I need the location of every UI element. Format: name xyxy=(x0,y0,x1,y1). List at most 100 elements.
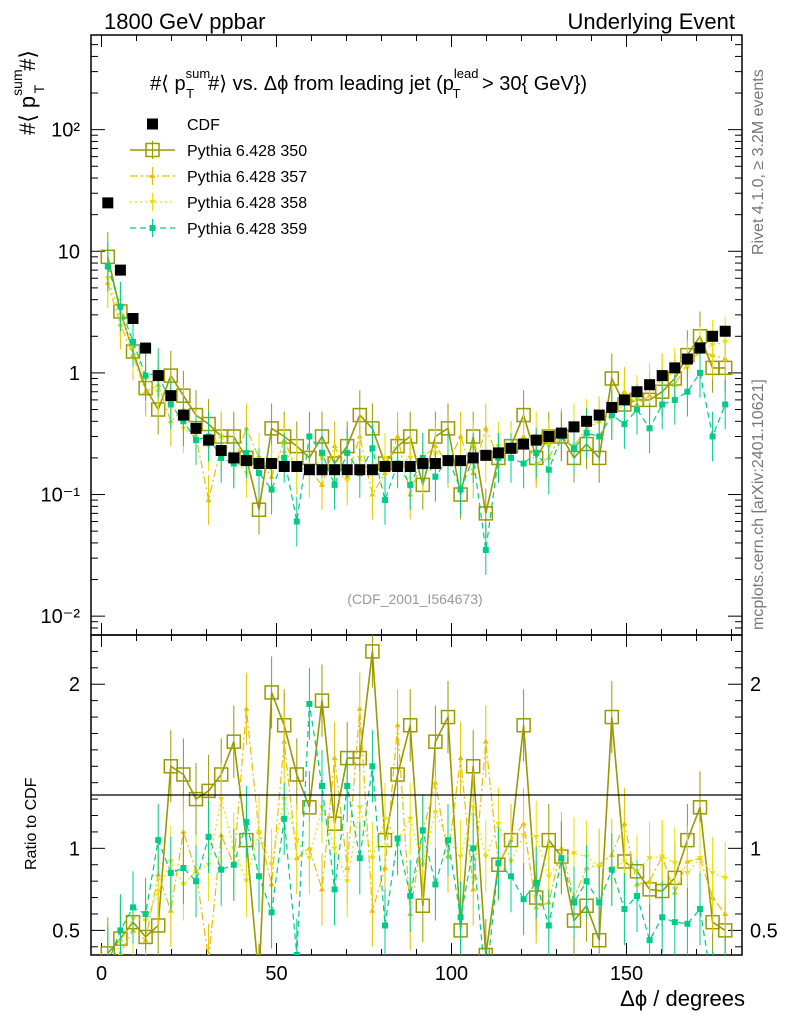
legend-label-pythia-6-428-357: Pythia 6.428 357 xyxy=(187,169,307,186)
data-point-pythia-6-428-359 xyxy=(709,433,716,440)
data-point-cdf xyxy=(644,379,656,391)
data-point-pythia-6-428-358 xyxy=(382,455,388,461)
ratio-point-pythia-6-428-359 xyxy=(483,982,489,988)
ratio-point-pythia-6-428-359 xyxy=(193,878,199,885)
data-point-cdf xyxy=(114,264,126,276)
ratio-point-pythia-6-428-359 xyxy=(268,909,275,916)
ratio-point-pythia-6-428-358 xyxy=(646,856,653,862)
ratio-point-pythia-6-428-359 xyxy=(394,835,401,842)
data-point-cdf xyxy=(455,455,467,467)
ratio-point-pythia-6-428-359 xyxy=(230,861,237,868)
y-tick-label: 10⁻² xyxy=(41,606,81,628)
ratio-point-pythia-6-428-358 xyxy=(432,810,439,816)
ratio-point-pythia-6-428-358 xyxy=(256,829,262,835)
ratio-point-pythia-6-428-359 xyxy=(634,892,640,899)
ratio-point-pythia-6-428-357 xyxy=(243,705,250,711)
ratio-tick-label-right: 2 xyxy=(750,674,761,696)
data-point-cdf xyxy=(177,409,189,421)
legend-label-pythia-6-428-359: Pythia 6.428 359 xyxy=(187,221,307,238)
y-tick-label: 10 xyxy=(58,241,80,263)
data-point-cdf xyxy=(165,390,177,402)
data-point-cdf xyxy=(140,342,152,354)
data-point-pythia-6-428-359 xyxy=(545,466,552,473)
data-point-pythia-6-428-359 xyxy=(293,518,300,525)
ratio-point-pythia-6-428-358 xyxy=(344,879,351,885)
ratio-point-pythia-6-428-359 xyxy=(117,927,124,934)
ratio-point-pythia-6-428-358 xyxy=(722,875,729,881)
legend-label-pythia-6-428-350: Pythia 6.428 350 xyxy=(187,143,307,160)
ratio-point-pythia-6-428-357 xyxy=(281,738,288,744)
data-point-cdf xyxy=(127,313,139,325)
data-point-cdf xyxy=(593,409,605,421)
ratio-point-pythia-6-428-357 xyxy=(457,755,464,761)
ratio-line-pythia-6-428-357 xyxy=(118,708,726,955)
ylabel-sup: sum xyxy=(9,69,25,95)
ratio-point-pythia-6-428-359 xyxy=(646,937,653,944)
axis-ticks xyxy=(91,34,742,955)
data-point-cdf xyxy=(656,370,668,382)
ratio-point-pythia-6-428-350 xyxy=(253,973,266,986)
data-point-cdf xyxy=(694,342,706,354)
data-point-pythia-6-428-359 xyxy=(659,401,666,408)
data-point-cdf xyxy=(543,430,555,442)
series-line-pythia-6-428-358 xyxy=(107,278,726,482)
ratio-point-pythia-6-428-359 xyxy=(180,865,187,872)
data-point-cdf xyxy=(442,455,454,467)
data-point-pythia-6-428-359 xyxy=(104,263,111,270)
data-point-pythia-6-428-359 xyxy=(583,430,590,437)
data-point-pythia-6-428-359 xyxy=(230,460,237,467)
data-point-pythia-6-428-359 xyxy=(167,401,174,408)
data-point-pythia-6-428-359 xyxy=(344,449,351,456)
ratio-point-pythia-6-428-358 xyxy=(659,854,666,860)
ratio-point-pythia-6-428-358 xyxy=(356,805,363,811)
ratio-point-pythia-6-428-357 xyxy=(369,907,376,913)
ratio-point-pythia-6-428-358 xyxy=(218,797,225,803)
ratio-point-pythia-6-428-358 xyxy=(155,889,162,894)
ratio-point-pythia-6-428-358 xyxy=(382,816,388,822)
data-point-cdf xyxy=(291,461,303,473)
ratio-point-pythia-6-428-357 xyxy=(394,722,401,728)
ratio-point-pythia-6-428-357 xyxy=(470,886,477,892)
ratio-point-pythia-6-428-357 xyxy=(167,907,174,913)
data-point-cdf xyxy=(417,457,429,469)
title-sup-sum: sum xyxy=(186,66,211,81)
data-point-cdf xyxy=(404,461,416,473)
data-point-cdf xyxy=(215,445,227,457)
ratio-point-pythia-6-428-359 xyxy=(130,904,136,911)
data-point-cdf xyxy=(190,422,202,434)
y-tick-label: 1 xyxy=(69,363,80,385)
ratio-point-pythia-6-428-359 xyxy=(281,815,288,822)
ratio-point-pythia-6-428-359 xyxy=(369,763,376,770)
ratio-point-pythia-6-428-350 xyxy=(176,767,191,782)
ratio-point-pythia-6-428-357 xyxy=(331,755,338,761)
data-point-pythia-6-428-359 xyxy=(306,433,313,440)
ratio-point-pythia-6-428-359 xyxy=(407,892,414,899)
ratio-point-pythia-6-428-357 xyxy=(206,957,212,962)
ratio-point-pythia-6-428-359 xyxy=(659,914,666,921)
ylabel-pre: #⟨ p xyxy=(15,96,40,135)
x-tick-label: 50 xyxy=(265,963,287,985)
data-point-cdf xyxy=(429,457,441,469)
ratio-point-pythia-6-428-359 xyxy=(621,906,628,913)
ratio-point-pythia-6-428-358 xyxy=(369,856,376,862)
data-point-pythia-6-428-359 xyxy=(382,497,388,504)
ratio-point-pythia-6-428-359 xyxy=(495,860,502,867)
ratio-point-pythia-6-428-359 xyxy=(331,886,338,893)
data-point-cdf xyxy=(266,457,278,469)
data-point-pythia-6-428-357 xyxy=(457,433,464,439)
data-point-cdf xyxy=(379,461,391,473)
ratio-point-pythia-6-428-359 xyxy=(218,866,225,873)
header-right: Underlying Event xyxy=(567,9,735,34)
data-point-pythia-6-428-359 xyxy=(671,396,678,403)
ratio-point-pythia-6-428-359 xyxy=(155,837,162,844)
legend-marker-pythia-6-428-357 xyxy=(149,173,156,178)
x-tick-label: 100 xyxy=(435,963,468,985)
plot-title: #⟨ psum T #⟩ vs. Δϕ from leading jet (plea… xyxy=(150,66,587,101)
data-point-pythia-6-428-359 xyxy=(243,449,250,456)
ratio-point-pythia-6-428-359 xyxy=(608,866,615,873)
data-point-pythia-6-428-350 xyxy=(264,421,279,436)
y-tick-label: 10⁻¹ xyxy=(41,485,81,507)
tick-labels: 0 50 100 150 10⁻² 10⁻¹ 1 10 10² 0.5 0.5 1 1 2 2 xyxy=(41,120,778,985)
header-left: 1800 GeV ppbar xyxy=(104,9,265,34)
